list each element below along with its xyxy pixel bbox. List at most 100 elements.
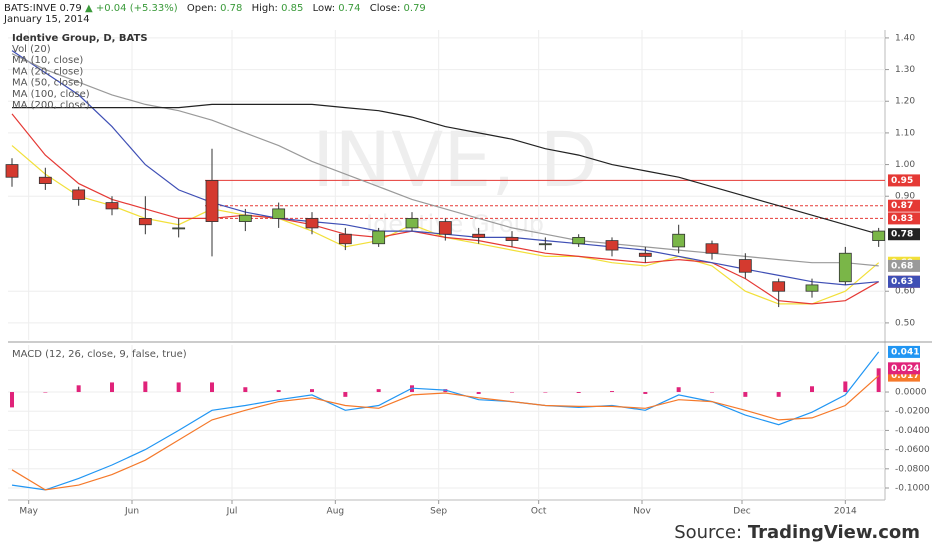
close-value: 0.79 [404, 3, 426, 14]
histogram-bar [210, 382, 214, 393]
y-tick-label: 0.0000 [895, 388, 927, 398]
candle-body [372, 230, 386, 245]
candle-body [672, 233, 686, 248]
x-tick-label: Aug [327, 507, 345, 517]
series-line [12, 103, 879, 235]
candle-body [5, 164, 19, 178]
candle-body [405, 218, 419, 229]
x-tick-label: Oct [531, 507, 547, 517]
histogram-bar [510, 392, 514, 393]
macd-value-box-label: 0.0418 [891, 347, 926, 357]
source-label: Source: [674, 522, 742, 543]
quote: BATS:INVE 0.79 [4, 3, 82, 14]
candle-body [738, 259, 752, 273]
change: +0.04 (+5.33%) [96, 3, 178, 14]
candle-body [172, 227, 186, 230]
ma-value-box-label: 0.78 [891, 230, 913, 240]
histogram-bar [43, 392, 48, 393]
candle-body [138, 218, 152, 226]
close-label: Close: [370, 3, 401, 14]
candle-body [338, 233, 352, 245]
up-arrow: ▲ [85, 3, 93, 14]
histogram-bar [610, 391, 614, 393]
histogram-bar [476, 392, 481, 394]
histogram-bar [676, 387, 681, 393]
legend-entry: MA (20, close) [12, 66, 83, 77]
candle-body [772, 281, 786, 292]
histogram-bar [276, 390, 281, 393]
candle-body [472, 233, 486, 238]
histogram-bar [710, 392, 714, 393]
histogram-bar [343, 392, 348, 397]
y-tick-label: -0.0600 [895, 445, 930, 455]
series-line [11, 53, 879, 267]
legend-entry: MA (200, close) [12, 100, 90, 111]
histogram-bar [143, 381, 148, 393]
level-box [888, 199, 920, 212]
date: January 15, 2014 [3, 14, 90, 25]
open-value: 0.78 [220, 3, 242, 14]
open-label: Open: [187, 3, 217, 14]
level-box [888, 212, 920, 225]
candle-body [538, 243, 552, 246]
histogram-bar [310, 389, 314, 393]
candle-body [872, 230, 886, 241]
candle-body [105, 202, 119, 210]
x-tick-label: Dec [733, 507, 750, 517]
y-tick-label: 1.40 [895, 33, 915, 43]
y-tick-label: 1.20 [895, 97, 915, 107]
histogram-bar [743, 392, 748, 397]
candle-body [72, 189, 86, 200]
high-label: High: [252, 3, 278, 14]
ma-value-box [888, 259, 920, 272]
y-tick-label: 0.60 [895, 287, 915, 297]
ma-value-box-label: 0.63 [891, 277, 913, 287]
low-label: Low: [313, 3, 336, 14]
histogram-bar [576, 392, 581, 393]
histogram-bar [543, 392, 548, 393]
candle-body [638, 252, 652, 257]
level-box-label: 0.87 [891, 201, 913, 211]
series-line [11, 375, 880, 491]
y-tick-label: 0.50 [895, 318, 915, 328]
panel: 0.0000 -0.0200 -0.0400 -0.0600 -0.0800 -0.100… [8, 345, 930, 517]
plot-layer: 1.40 1.30 1.20 1.10 1.00 0.90 0.60 0.50 0.95 0.87… [5, 30, 930, 517]
candle-body [572, 237, 586, 245]
candle-body [838, 252, 852, 283]
candle-body [705, 243, 719, 254]
candle-body [205, 180, 219, 222]
ma-value-box-label: 0.68 [891, 261, 913, 271]
candle-body [505, 237, 519, 241]
histogram-bar [110, 382, 114, 393]
x-tick-label: Nov [633, 507, 651, 517]
histogram-bar [243, 387, 248, 393]
y-tick-label: 0.90 [895, 192, 915, 202]
quote-line: BATS:INVE 0.79 ▲ +0.04 (+5.33%) Open: 0.… [4, 3, 426, 14]
candle-body [38, 176, 52, 184]
histogram-bar [810, 386, 814, 393]
level-box-label: 0.83 [891, 214, 913, 224]
y-tick-label: -0.0800 [895, 464, 930, 474]
y-tick-label: 1.10 [895, 128, 915, 138]
series-line [11, 351, 880, 491]
histogram-bar [643, 392, 648, 394]
candle-body [805, 284, 819, 292]
x-tick-label: Sep [430, 507, 447, 517]
legend-entry: MA (100, close) [12, 89, 90, 100]
y-tick-label: -0.0200 [895, 407, 930, 417]
histogram-bar [776, 392, 781, 397]
ma-value-box [888, 275, 920, 288]
low-value: 0.74 [338, 3, 360, 14]
macd-value-box [888, 345, 920, 358]
x-tick-label: 2014 [834, 507, 857, 517]
x-tick-label: Jun [124, 507, 139, 517]
y-tick-label: -0.1000 [895, 484, 930, 494]
panel: 1.40 1.30 1.20 1.10 1.00 0.90 0.60 0.50 0.95 0.87… [5, 30, 920, 340]
high-value: 0.85 [281, 3, 303, 14]
legend-entry: MA (50, close) [12, 78, 83, 89]
histogram-bar [176, 382, 181, 393]
candle-body [305, 218, 319, 229]
y-tick-label: -0.0400 [895, 426, 930, 436]
source: Source: TradingView.com [674, 522, 920, 543]
